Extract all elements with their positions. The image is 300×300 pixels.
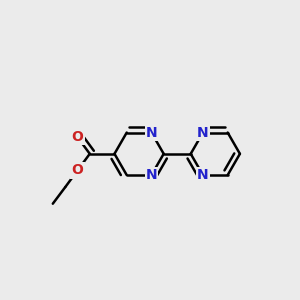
Text: O: O [72, 164, 83, 177]
Text: O: O [72, 130, 83, 144]
Text: N: N [146, 126, 157, 140]
Text: N: N [197, 126, 209, 140]
Text: N: N [197, 168, 209, 182]
Text: N: N [146, 168, 157, 182]
